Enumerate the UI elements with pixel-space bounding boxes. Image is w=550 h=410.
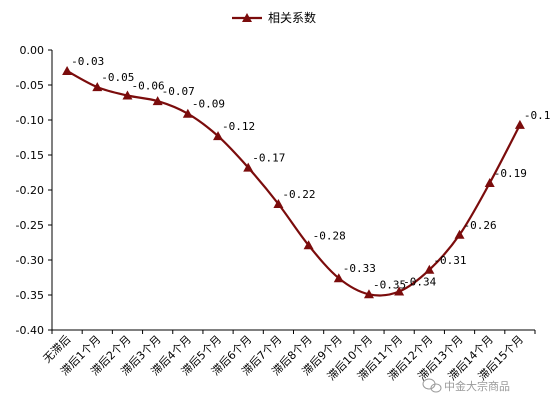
data-label: -0.22 (282, 188, 315, 201)
data-label: -0.12 (222, 120, 255, 133)
y-tick-label: -0.20 (16, 184, 44, 197)
data-label: -0.07 (162, 85, 195, 98)
data-point-marker (484, 178, 495, 187)
data-label: -0.06 (131, 80, 164, 93)
data-point-marker (182, 108, 193, 118)
legend: 相关系数 (232, 10, 316, 25)
series-line (66, 70, 521, 297)
data-point-marker (243, 162, 254, 172)
data-point-marker (424, 264, 435, 274)
data-label: -0.05 (101, 71, 134, 84)
y-tick-label: -0.30 (16, 254, 44, 267)
y-tick-label: 0.00 (20, 44, 45, 57)
x-axis: 无滞后滞后1个月滞后2个月滞后3个月滞后4个月滞后5个月滞后6个月滞后7个月滞后… (41, 329, 536, 383)
data-point-marker (122, 90, 133, 100)
data-point-marker (514, 119, 525, 129)
data-label: -0.19 (494, 167, 527, 180)
y-tick-label: -0.10 (16, 114, 44, 127)
data-label: -0.28 (313, 229, 346, 242)
y-tick-label: -0.35 (16, 289, 44, 302)
series-layer (62, 66, 525, 299)
data-label: -0.03 (71, 55, 104, 68)
y-tick-label: -0.15 (16, 149, 44, 162)
watermark-text: 中金大宗商品 (444, 379, 510, 393)
data-labels: -0.03 -0.05-0.06-0.07-0.09 -0.12 -0.17 -0.22… (71, 55, 550, 291)
data-point-marker (394, 286, 405, 296)
data-label: -0.17 (252, 152, 285, 165)
data-point-marker (363, 289, 374, 299)
y-tick-label: -0.05 (16, 79, 44, 92)
data-label: -0.09 (192, 98, 225, 111)
data-point-marker (273, 199, 284, 208)
y-tick-label: -0.25 (16, 219, 44, 232)
data-label: -0.31 (433, 254, 466, 267)
watermark: 中金大宗商品 (422, 378, 510, 393)
data-label: -0.26 (464, 219, 497, 232)
data-point-marker (333, 273, 344, 283)
data-point-marker (454, 229, 465, 239)
y-tick-label: -0.40 (16, 324, 44, 337)
data-point-marker (92, 82, 103, 92)
data-point-marker (152, 96, 163, 106)
wechat-logo-icon (422, 378, 442, 393)
data-point-marker (62, 66, 73, 75)
data-point-marker (213, 131, 224, 141)
data-label: -0.35 (373, 278, 406, 291)
data-label: -0.11 (524, 109, 550, 122)
data-label: -0.34 (403, 276, 436, 289)
legend-label: 相关系数 (268, 10, 316, 25)
legend-triangle-marker (242, 13, 252, 22)
data-label: -0.33 (343, 262, 376, 275)
data-point-marker (303, 240, 314, 250)
y-axis: 0.00 -0.05 -0.10 -0.15 -0.20 -0.25 -0.30 -0.35 -… (16, 44, 53, 337)
